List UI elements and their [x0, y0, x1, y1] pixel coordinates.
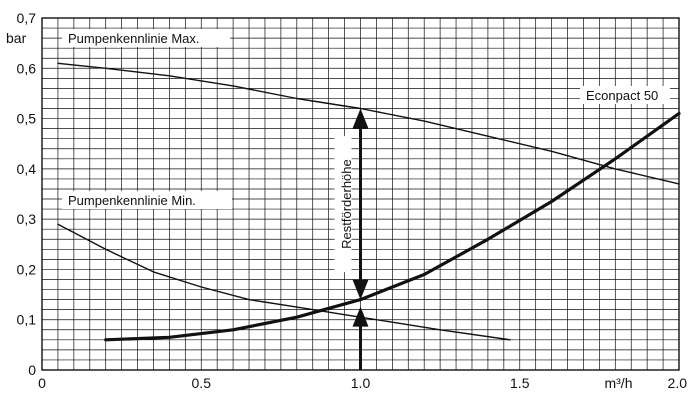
- y-tick-label: 0,1: [17, 312, 37, 328]
- series-layer: [57, 62, 681, 342]
- annotation-label: Restförderhöhe: [339, 159, 354, 249]
- arrowhead-up-upper: [352, 108, 369, 129]
- y-axis-unit: bar: [6, 30, 27, 46]
- y-tick-label: 0: [28, 362, 36, 378]
- series-line-econpact-50: [104, 111, 681, 342]
- series-label-bg: [62, 29, 230, 47]
- series-line-pumpenkennlinie-min: [57, 223, 511, 341]
- y-tick-label: 0,4: [17, 161, 37, 177]
- series-label-bg: [62, 191, 232, 209]
- series-label-bg: [580, 86, 670, 104]
- tick-labels: 0 0,1 0,2 0,3 0,4 0,5 0,6 0,7 bar 0 0.5 1.0 1.5 2.0 m³…: [6, 10, 687, 391]
- y-tick-label: 0,3: [17, 211, 37, 227]
- y-tick-label: 0,7: [17, 10, 37, 26]
- series-line-pumpenkennlinie-max: [57, 62, 680, 185]
- y-tick-label: 0,2: [17, 261, 37, 277]
- x-axis-unit: m³/h: [604, 375, 632, 391]
- y-tick-label: 0,5: [17, 111, 37, 127]
- x-tick-label: 0: [38, 375, 46, 391]
- arrowhead-up-lower: [352, 306, 369, 327]
- y-tick-label: 0,6: [17, 60, 37, 76]
- arrowhead-down: [352, 279, 369, 300]
- plot-frame: [41, 17, 680, 371]
- annotation-label-bg: [334, 136, 352, 273]
- series-label: Econpact 50: [586, 88, 658, 103]
- x-tick-label: 2.0: [668, 375, 688, 391]
- x-tick-label: 0.5: [192, 375, 212, 391]
- x-tick-label: 1.5: [510, 375, 530, 391]
- series-label: Pumpenkennlinie Min.: [68, 193, 196, 208]
- annotation-layer: Restförderhöhe: [334, 108, 369, 370]
- series-label: Pumpenkennlinie Max.: [68, 31, 200, 46]
- series-labels: Pumpenkennlinie Max. Pumpenkennlinie Min.…: [62, 29, 670, 209]
- x-tick-label: 1.0: [351, 375, 371, 391]
